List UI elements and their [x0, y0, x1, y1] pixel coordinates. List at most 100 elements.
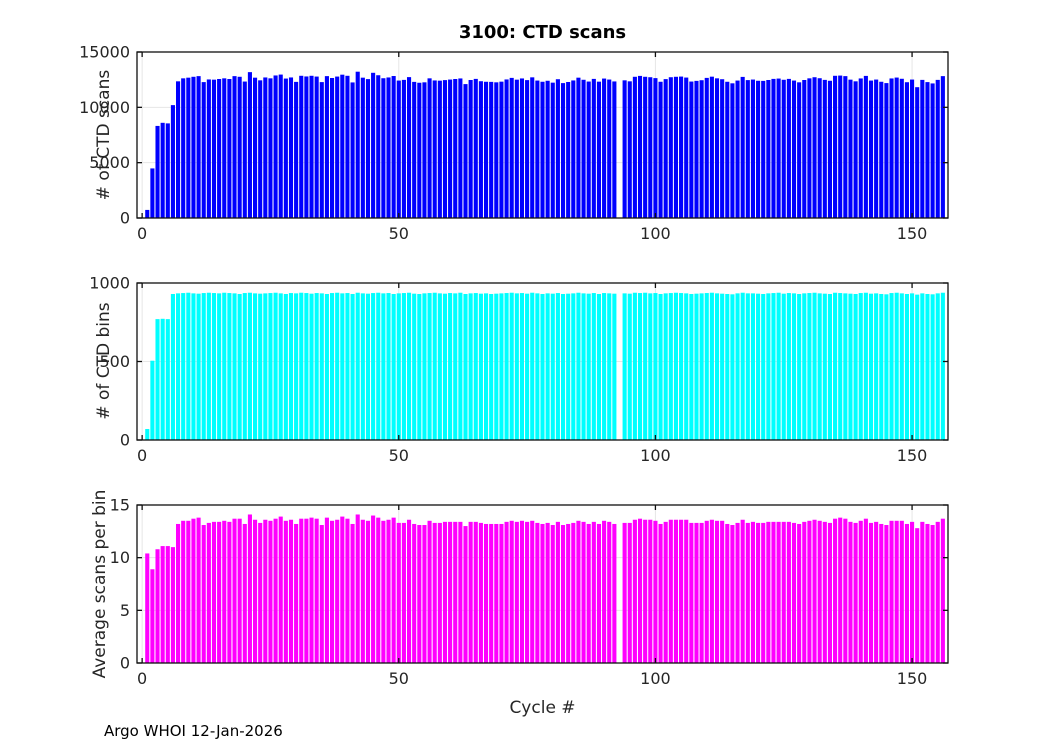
bar: [268, 78, 273, 218]
bar: [602, 520, 607, 663]
bar: [258, 80, 263, 219]
bar: [519, 78, 525, 218]
bar: [371, 293, 376, 440]
x-tick-label: 150: [897, 669, 928, 688]
bar: [915, 528, 920, 663]
bar: [668, 77, 673, 219]
bar: [622, 522, 627, 663]
bar: [720, 79, 725, 218]
bar: [165, 546, 170, 663]
y-axis-label-ctd-scans: # of CTD scans: [94, 69, 114, 201]
bar: [206, 292, 211, 440]
x-tick-label: 50: [389, 669, 409, 688]
bar: [884, 525, 889, 663]
bar: [750, 521, 756, 663]
bar: [684, 293, 689, 440]
bar: [376, 292, 381, 440]
x-tick-label: 0: [137, 446, 147, 465]
bar: [463, 293, 468, 440]
bar: [899, 78, 904, 218]
subplot-ctd-scans: 0 50 100 150 0 5000 10000 15000: [79, 43, 949, 243]
bar: [206, 522, 211, 663]
bar: [473, 521, 478, 663]
y-tick-label: 0: [120, 209, 130, 228]
bar: [509, 77, 514, 219]
bar: [422, 82, 427, 219]
bar: [191, 76, 196, 218]
bar: [258, 522, 263, 663]
bar: [904, 293, 909, 440]
bar: [324, 517, 329, 663]
bar: [802, 293, 807, 440]
bar: [555, 293, 560, 440]
bar: [530, 292, 535, 440]
bar: [304, 518, 309, 663]
bar: [940, 76, 945, 218]
bar: [355, 71, 360, 218]
bar: [345, 293, 350, 440]
bar: [535, 80, 540, 218]
bar: [791, 522, 797, 663]
bar: [499, 81, 504, 219]
bar: [761, 522, 766, 663]
bar: [725, 523, 730, 663]
bar: [345, 75, 350, 218]
bar: [376, 75, 381, 219]
bar: [273, 518, 278, 663]
bar: [730, 83, 735, 218]
bar: [494, 82, 499, 219]
bar: [555, 521, 560, 663]
bar: [571, 522, 576, 663]
bar: [781, 79, 786, 218]
bar: [560, 83, 566, 218]
bar: [673, 519, 679, 663]
bar: [550, 293, 555, 440]
bar: [309, 517, 314, 663]
bar: [227, 521, 232, 663]
bar: [591, 78, 596, 218]
bar: [658, 81, 663, 218]
bar: [714, 520, 720, 663]
bar: [550, 525, 555, 663]
bar: [422, 525, 427, 663]
bar: [145, 209, 150, 218]
bar: [468, 79, 473, 219]
bar: [797, 82, 802, 219]
bar: [637, 75, 643, 219]
bar: [401, 293, 406, 440]
footer-annotation: Argo WHOI 12-Jan-2026: [104, 722, 283, 740]
bar: [550, 82, 555, 218]
bar: [622, 80, 627, 219]
bar: [812, 77, 817, 219]
bar: [653, 520, 658, 663]
bar: [848, 79, 853, 219]
bar: [781, 293, 786, 440]
bar: [294, 81, 299, 218]
bar: [627, 81, 632, 219]
bar: [340, 516, 345, 663]
bar: [560, 525, 566, 663]
bar: [514, 79, 519, 219]
bar: [612, 293, 617, 440]
bar: [530, 77, 535, 218]
bar: [643, 292, 648, 440]
bar: [494, 523, 499, 663]
bar: [150, 569, 155, 663]
bar: [294, 293, 299, 440]
bar: [643, 76, 648, 218]
bar: [365, 293, 371, 440]
bar: [324, 76, 329, 218]
bar: [442, 521, 448, 663]
y-tick-label: 5000: [89, 153, 130, 172]
bar: [848, 521, 853, 663]
bar: [360, 519, 365, 663]
bar: [868, 80, 874, 218]
bar: [483, 293, 489, 440]
bar: [176, 81, 181, 219]
bar: [181, 78, 186, 218]
bar: [304, 293, 309, 440]
bar: [940, 292, 945, 440]
bar: [360, 293, 365, 440]
bar: [437, 293, 442, 440]
bar: [340, 74, 345, 218]
